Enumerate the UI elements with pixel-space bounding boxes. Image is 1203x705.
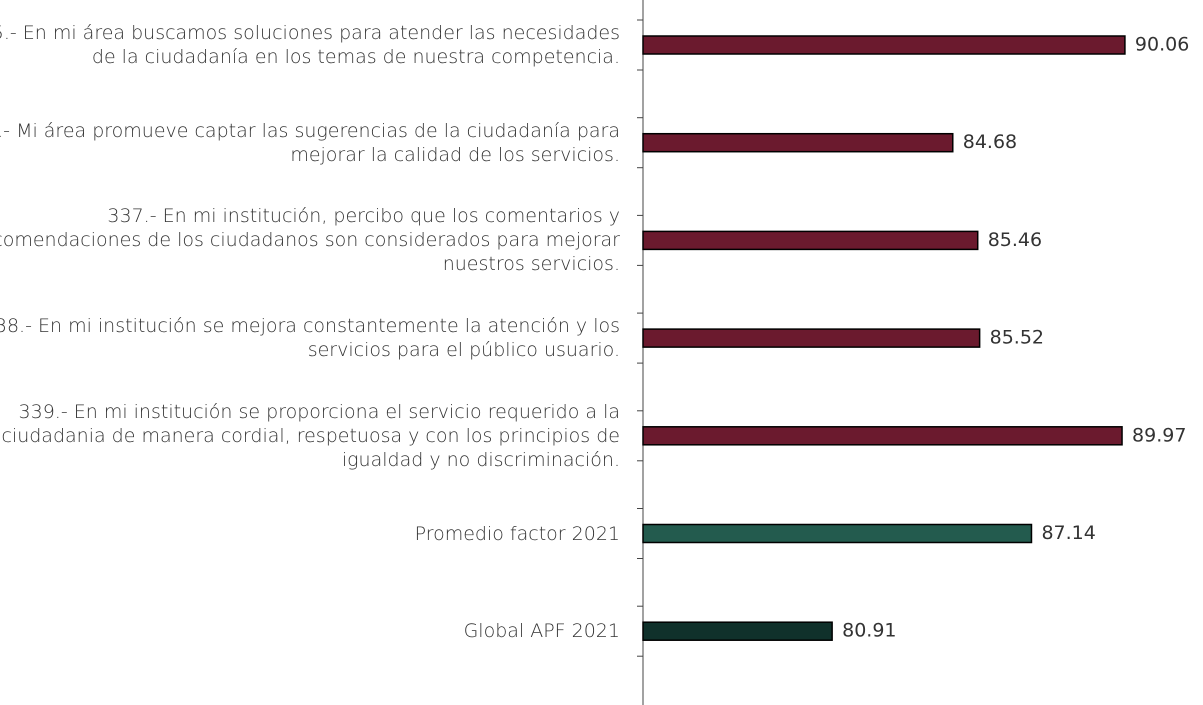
- value-label: 80.91: [842, 620, 896, 642]
- category-label: Promedio factor 2021: [0, 485, 620, 583]
- category-text: 339.- En mi institución se proporciona e…: [1, 400, 620, 471]
- bar: [642, 132, 954, 153]
- category-text: 337.- En mi institución, percibo que los…: [0, 205, 620, 276]
- category-label: 339.- En mi institución se proporciona e…: [0, 387, 620, 485]
- bar: [642, 328, 981, 348]
- bar: [642, 621, 833, 641]
- bar: [642, 230, 979, 251]
- category-label: 335.- En mi área buscamos soluciones par…: [0, 0, 620, 94]
- value-label: 85.46: [988, 229, 1042, 251]
- value-label: 87.14: [1041, 522, 1095, 544]
- category-text: Promedio factor 2021: [414, 522, 620, 545]
- bar: [642, 426, 1123, 446]
- bar: [642, 35, 1126, 55]
- value-label: 84.68: [963, 131, 1017, 153]
- category-label: 336.- Mi área promueve captar las sugere…: [0, 94, 620, 192]
- bar: [642, 523, 1033, 544]
- value-label: 89.97: [1132, 424, 1186, 446]
- value-label: 90.06: [1135, 34, 1189, 56]
- category-text: 335.- En mi área buscamos soluciones par…: [0, 22, 620, 68]
- category-text: Global APF 2021: [463, 620, 620, 643]
- category-text: 336.- Mi área promueve captar las sugere…: [0, 119, 620, 166]
- category-text: 338.- En mi institución se mejora consta…: [0, 315, 620, 362]
- category-label: 337.- En mi institución, percibo que los…: [0, 191, 620, 289]
- category-label: Global APF 2021: [0, 582, 620, 680]
- value-label: 85.52: [990, 327, 1044, 349]
- category-label: 338.- En mi institución se mejora consta…: [0, 289, 620, 387]
